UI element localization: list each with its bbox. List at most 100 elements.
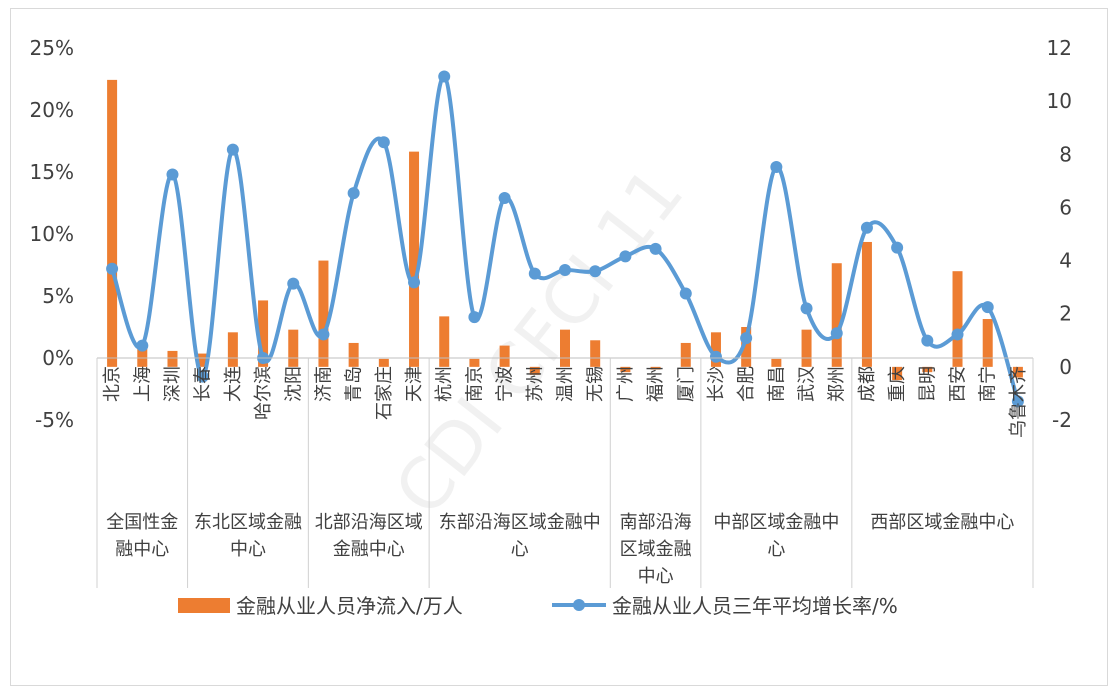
bar — [318, 260, 329, 367]
left-tick-label: -5% — [35, 408, 74, 432]
line-point — [438, 70, 451, 83]
bar — [620, 366, 631, 373]
bar — [348, 342, 359, 367]
bar — [831, 263, 842, 367]
group-label: 东部沿海区域金融中心 — [439, 512, 601, 560]
line-point — [408, 276, 421, 289]
bar — [710, 332, 721, 367]
group-axis: 全国性金融中心东北区域金融中心北部沿海区域金融中心东部沿海区域金融中心南部沿海区… — [96, 358, 1034, 588]
line-point — [649, 242, 662, 255]
left-tick-label: 20% — [30, 98, 74, 122]
category-label: 北京 — [102, 366, 123, 402]
category-label: 无锡 — [585, 366, 606, 402]
bar-series — [107, 79, 1023, 381]
bar — [197, 353, 208, 367]
line-point — [166, 168, 179, 181]
category-label: 哈尔滨 — [253, 366, 274, 420]
legend-bar-swatch — [178, 598, 230, 613]
bar — [378, 358, 389, 367]
line-point — [679, 287, 692, 300]
line-point — [377, 136, 390, 149]
category-label: 重庆 — [887, 366, 908, 402]
line-point — [740, 332, 753, 345]
category-label: 乌鲁木齐 — [1008, 366, 1029, 438]
group-label: 全国性金融中心 — [106, 512, 178, 560]
group-label: 东北区域金融中心 — [194, 512, 302, 560]
category-label: 广州 — [615, 366, 636, 402]
right-axis: -2 0 2 4 6 8 10 12 — [1047, 36, 1072, 432]
bar — [680, 342, 691, 367]
line-point — [468, 311, 481, 324]
line-point — [921, 334, 934, 347]
bar — [741, 327, 752, 367]
category-label: 长沙 — [706, 366, 727, 402]
right-tick-label: 2 — [1059, 302, 1072, 326]
category-label: 天津 — [404, 366, 425, 402]
line-point — [559, 263, 571, 276]
line-point — [226, 143, 239, 156]
category-label: 苏州 — [525, 366, 546, 402]
category-label: 宁波 — [495, 366, 516, 402]
category-label: 济南 — [313, 366, 334, 402]
bar — [107, 79, 118, 367]
line-point — [287, 277, 300, 290]
category-label: 深圳 — [162, 366, 183, 402]
right-tick-label: 10 — [1047, 89, 1072, 113]
bar — [469, 358, 480, 367]
left-tick-label: 0% — [42, 346, 74, 370]
line-point — [951, 328, 964, 341]
bar — [258, 300, 269, 367]
category-label: 南宁 — [978, 366, 999, 402]
category-label: 长春 — [193, 366, 214, 402]
bar — [499, 345, 510, 367]
group-label: 北部沿海区域金融中心 — [315, 512, 423, 560]
bar — [1012, 366, 1023, 378]
bar — [137, 345, 148, 367]
line-point — [619, 250, 632, 263]
category-label: 大连 — [223, 366, 244, 402]
line-point — [981, 301, 994, 314]
category-label: 青岛 — [344, 366, 365, 402]
line-point — [528, 267, 541, 280]
bar — [560, 329, 570, 367]
line-point — [498, 192, 511, 205]
left-tick-label: 15% — [30, 160, 74, 184]
line-point — [800, 302, 813, 315]
bar — [861, 241, 872, 367]
line-point — [196, 370, 209, 383]
line-point — [589, 265, 602, 278]
line-point — [347, 187, 360, 200]
category-label: 成都 — [857, 366, 878, 402]
category-label: 昆明 — [917, 366, 938, 402]
line-point — [317, 328, 330, 341]
line-point — [136, 339, 149, 352]
category-label: 杭州 — [434, 366, 455, 402]
bar — [288, 329, 299, 367]
left-tick-label: 10% — [30, 222, 74, 246]
left-axis: -5% 0% 5% 10% 15% 20% 25% — [30, 36, 74, 432]
x-axis: 北京 上海 深圳 长春 大连 哈尔滨 沈阳 济南 青岛 石家庄 天津 杭州 南京 宁波 苏州 温州 无锡 广州 福州… — [97, 357, 1033, 438]
line-point — [1011, 395, 1024, 408]
line-point — [106, 262, 119, 275]
bar — [892, 366, 903, 381]
line-point — [770, 161, 783, 174]
bar — [952, 271, 963, 367]
right-tick-label: 6 — [1059, 195, 1072, 219]
legend-bar-label: 金融从业人员净流入/万人 — [236, 594, 463, 618]
group-label: 西部区域金融中心 — [870, 512, 1014, 533]
line-point — [830, 327, 843, 340]
line-point — [709, 350, 722, 363]
line-series — [106, 70, 1024, 408]
bar — [590, 340, 601, 367]
group-label: 中部区域金融中心 — [713, 512, 839, 560]
category-label: 南昌 — [766, 366, 787, 402]
category-label: 温州 — [555, 366, 576, 402]
bar — [650, 366, 661, 370]
left-tick-label: 25% — [30, 36, 74, 60]
bar — [922, 366, 933, 373]
right-tick-label: 0 — [1059, 355, 1072, 379]
category-label: 福州 — [646, 366, 667, 402]
legend-line-label: 金融从业人员三年平均增长率/% — [612, 594, 898, 618]
legend: 金融从业人员净流入/万人 金融从业人员三年平均增长率/% — [178, 594, 898, 618]
